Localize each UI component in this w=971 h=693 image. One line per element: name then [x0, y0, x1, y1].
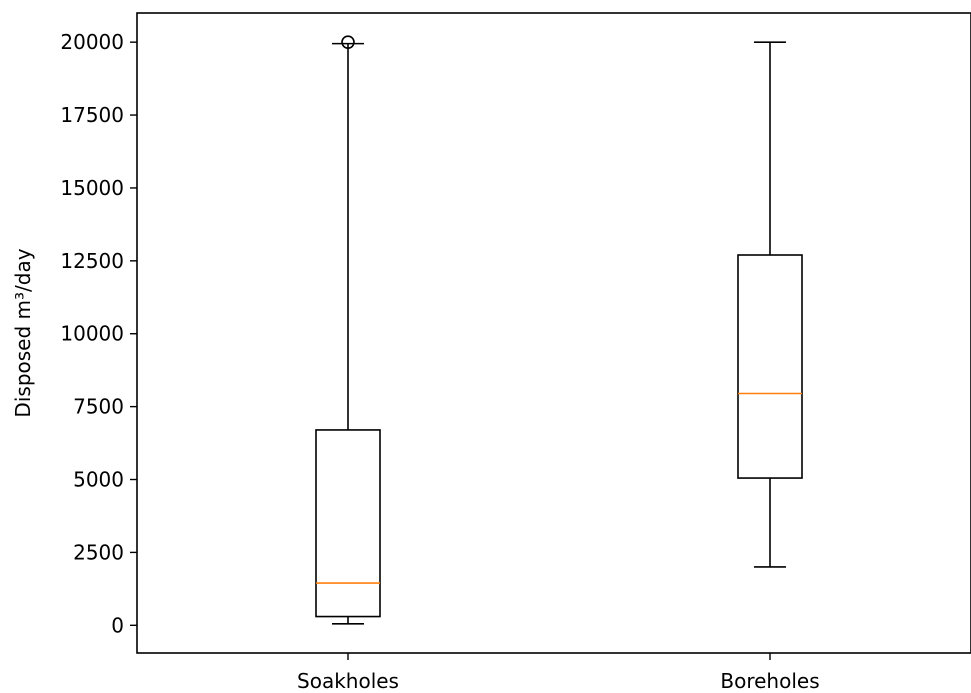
y-tick-label: 15000 — [60, 176, 124, 200]
box-group — [315, 35, 381, 625]
plot-frame — [136, 12, 971, 654]
y-axis-label: Disposed m³/day — [11, 248, 35, 417]
x-tick-label: Boreholes — [720, 669, 819, 693]
y-tick-label: 20000 — [60, 30, 124, 54]
y-tick-label: 12500 — [60, 249, 124, 273]
y-tick-label: 0 — [111, 613, 124, 637]
y-tick-label: 17500 — [60, 103, 124, 127]
outlier-point — [341, 35, 355, 49]
plot-area — [315, 35, 803, 625]
box-group — [737, 41, 803, 568]
x-tick-label: Soakholes — [297, 669, 399, 693]
y-tick-label: 7500 — [73, 395, 124, 419]
box-iqr — [737, 254, 803, 479]
box-iqr — [315, 429, 381, 618]
y-tick-label: 10000 — [60, 322, 124, 346]
y-tick-label: 5000 — [73, 468, 124, 492]
y-tick-label: 2500 — [73, 540, 124, 564]
axes: Disposed m³/day 0 2500 5000 7500 10000 12500 1… — [11, 12, 971, 693]
